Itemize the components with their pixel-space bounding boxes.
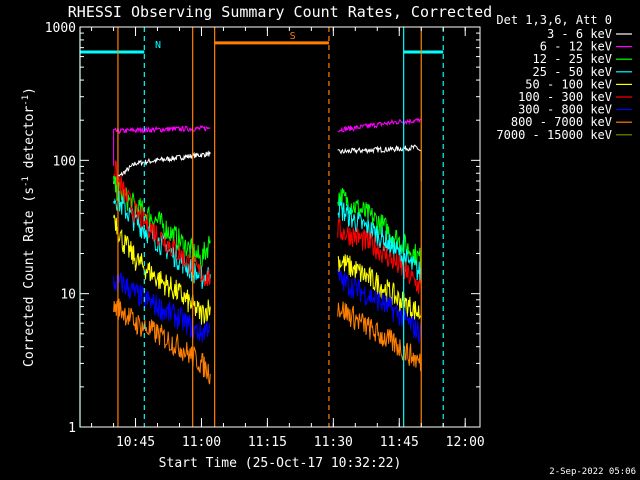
y-axis-label: Corrected Count Rate (s-1 detector-1)	[21, 87, 37, 367]
x-tick-label-11:30: 11:30	[314, 435, 353, 450]
series-line-0-1	[337, 144, 422, 181]
flag-label-N: N	[155, 40, 161, 51]
series-line-1-1	[337, 117, 422, 133]
x-tick-label-11:00: 11:00	[182, 435, 221, 450]
series-line-7-1	[337, 301, 422, 372]
legend-label-7: 800 - 7000 keV	[511, 115, 612, 129]
legend-label-0: 3 - 6 keV	[547, 27, 612, 41]
x-tick-label-11:45: 11:45	[380, 435, 419, 450]
legend-label-4: 50 - 100 keV	[525, 77, 612, 91]
series-line-6-1	[337, 268, 422, 344]
y-tick-label-1: 1	[68, 421, 76, 436]
x-axis-ticks: 10:45 11:00 11:15 11:30 11:45 12:00	[91, 27, 485, 450]
y-tick-label-100: 100	[53, 154, 76, 169]
series-line-6-0	[113, 272, 211, 343]
series-line-1-0	[113, 124, 211, 166]
legend-label-3: 25 - 50 keV	[533, 65, 612, 79]
series-line-2-0	[113, 175, 211, 271]
y-tick-label-10: 10	[60, 288, 76, 303]
x-tick-label-10:45: 10:45	[116, 435, 155, 450]
y-axis-label-mid: detector	[22, 106, 37, 177]
series-line-0-0	[113, 150, 211, 184]
plot-frame	[79, 26, 481, 428]
legend-label-6: 300 - 800 keV	[518, 103, 612, 117]
y-axis-label-end: )	[22, 87, 37, 95]
flag-label-S: S	[290, 31, 296, 42]
y-axis-label-sup1: -1	[21, 176, 31, 187]
y-tick-label-1000: 1000	[45, 21, 76, 36]
x-tick-label-11:15: 11:15	[248, 435, 287, 450]
series-line-5-1	[337, 219, 422, 294]
series-line-2-1	[337, 188, 422, 270]
series-line-5-0	[113, 160, 211, 286]
series-line-3-1	[337, 198, 422, 282]
chart-title: RHESSI Observing Summary Count Rates, Co…	[68, 3, 492, 21]
y-axis-label-main: Corrected Count Rate (s	[22, 187, 37, 367]
series-layer	[113, 117, 422, 385]
y-axis-label-sup2: -1	[21, 95, 31, 106]
series-line-7-0	[113, 298, 211, 385]
x-axis-label: Start Time (25-Oct-17 10:32:22)	[159, 456, 402, 471]
legend-label-1: 6 - 12 keV	[540, 40, 612, 54]
legend-label-2: 12 - 25 keV	[533, 52, 612, 66]
y-axis-ticks: 1 10 100 1000	[45, 21, 480, 436]
x-tick-label-12:00: 12:00	[446, 435, 485, 450]
legend-title: Det 1,3,6, Att 0	[496, 13, 612, 27]
legend-label-8: 7000 - 15000 keV	[496, 128, 612, 142]
footer-timestamp: 2-Sep-2022 05:06	[549, 467, 636, 477]
series-line-4-0	[113, 214, 211, 325]
legend-label-5: 100 - 300 keV	[518, 90, 612, 104]
